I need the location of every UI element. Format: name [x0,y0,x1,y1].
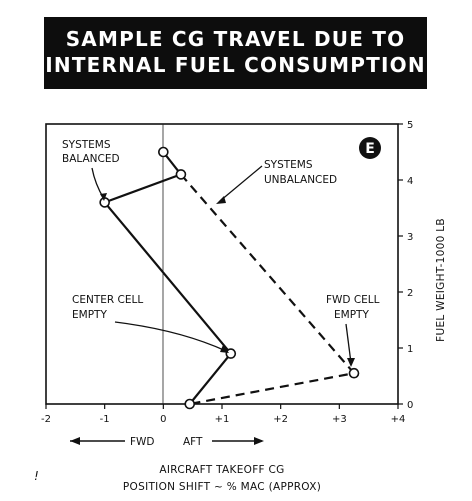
data-point-marker [158,146,169,158]
annotation-leader [345,323,352,364]
annotation-systems-unbalanced-line-2: UNBALANCED [264,174,337,186]
x-tick-label: +3 [332,414,347,425]
x-tick-label: -2 [41,414,51,425]
y-tick-label: 5 [407,120,413,131]
series-line-systems-unbalanced [180,173,356,406]
data-point-marker [184,398,196,410]
figure-tag-letter: E [365,141,375,157]
x-axis-ticks: -2 -1 0 +1 +2 +3 +4 [41,404,405,425]
x-tick-label: +1 [215,414,230,425]
annotation-systems-unbalanced-line-1: SYSTEMS [264,159,313,171]
leader-arrowhead [100,193,107,201]
annotation-fwd-cell-empty: FWD CELL EMPTY [326,294,380,367]
annotation-fwd-cell-line-1: FWD CELL [326,294,380,306]
direction-indicator: FWD AFT [70,436,264,448]
x-tick-label: -1 [100,414,110,425]
x-axis-label-line-1: AIRCRAFT TAKEOFF CG [159,464,284,476]
annotation-systems-balanced-line-2: BALANCED [62,153,120,165]
annotation-fwd-cell-line-2: EMPTY [334,309,369,321]
annotation-leader [219,165,263,202]
annotation-center-cell-line-2: EMPTY [72,309,107,321]
annotation-leader [114,321,227,352]
annotation-systems-balanced: SYSTEMS BALANCED [62,139,120,201]
leader-arrowhead [347,358,355,367]
annotation-center-cell-line-1: CENTER CELL [72,294,143,306]
leader-arrowhead [220,345,229,353]
fwd-arrowhead [70,437,80,445]
y-tick-label: 0 [407,400,413,411]
figure-tag-badge: E [359,137,381,159]
annotation-systems-balanced-line-1: SYSTEMS [62,139,111,151]
fwd-label: FWD [130,436,155,448]
data-point-marker [225,348,237,359]
x-axis-label-line-2: POSITION SHIFT ~ % MAC (APPROX) [123,481,321,493]
series-line-systems-balanced [103,151,232,405]
x-tick-label: +2 [273,414,288,425]
y-tick-label: 4 [407,176,413,187]
y-axis-label: FUEL WEIGHT-1000 LB [435,218,447,342]
footnote-mark: ! [34,469,39,483]
leader-arrowhead [216,196,226,204]
title-line-1: SAMPLE CG TRAVEL DUE TO [65,27,406,51]
y-tick-label: 1 [407,344,413,355]
aft-arrowhead [254,437,264,445]
y-tick-label: 2 [407,288,413,299]
title-line-2: INTERNAL FUEL CONSUMPTION [45,53,426,77]
y-axis-ticks: 0 1 2 3 4 5 [398,120,413,411]
data-point-marker [175,169,187,180]
chart-title-banner: SAMPLE CG TRAVEL DUE TO INTERNAL FUEL CO… [44,17,427,89]
x-tick-label: 0 [160,414,166,425]
data-point-marker [99,197,110,208]
data-point-marker [348,367,360,379]
aft-label: AFT [183,436,203,448]
plot-frame [45,123,399,405]
data-series [99,146,360,410]
x-tick-label: +4 [391,414,406,425]
y-tick-label: 3 [407,232,413,243]
annotation-systems-unbalanced: SYSTEMS UNBALANCED [216,159,337,204]
annotation-center-cell-empty: CENTER CELL EMPTY [72,294,229,353]
